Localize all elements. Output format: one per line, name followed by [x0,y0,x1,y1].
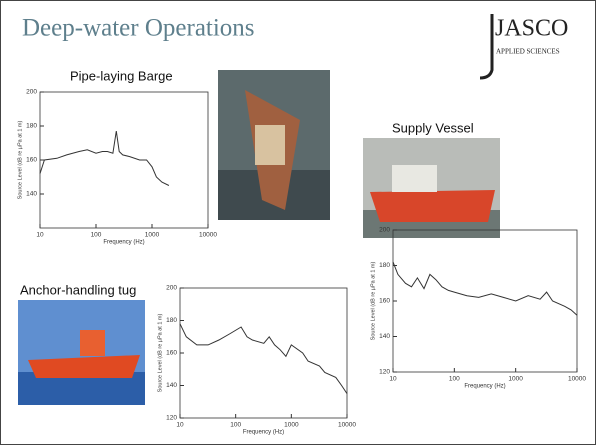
y-tick-label: 200 [166,285,177,292]
supply-photo [363,138,500,238]
x-tick-label: 100 [91,232,102,239]
x-axis-label: Frequency (Hz) [243,430,284,436]
x-tick-label: 10000 [199,232,217,239]
x-axis-label: Frequency (Hz) [464,384,505,390]
vessel-hull [370,190,495,222]
x-tick-label: 10000 [568,376,586,383]
y-tick-label: 160 [26,157,37,164]
chart-title: Anchor-handling tug [20,282,136,297]
y-tick-label: 180 [166,317,177,324]
data-line [39,131,170,186]
tug-hull [28,355,140,378]
y-tick-label: 120 [379,369,390,376]
chart-title: Supply Vessel [392,120,474,135]
y-tick-label: 120 [166,415,177,422]
y-axis-label: Source Level (dB re µPa at 1 m) [17,120,23,199]
data-line [179,323,348,394]
logo-text: JASCO [495,16,568,42]
y-tick-label: 160 [379,298,390,305]
chart-title: Pipe-laying Barge [70,68,173,83]
data-line [392,261,578,316]
x-tick-label: 10 [176,422,184,429]
x-tick-label: 10000 [338,422,356,429]
x-tick-label: 10 [389,376,397,383]
y-tick-label: 140 [379,333,390,340]
logo: JASCO APPLIED SCIENCES [479,14,568,80]
x-tick-label: 1000 [284,422,299,429]
y-tick-label: 140 [26,191,37,198]
y-tick-label: 180 [379,262,390,269]
logo-subtext: APPLIED SCIENCES [496,48,560,56]
y-axis-label: Source Level (dB re µPa at 1 m) [157,313,163,392]
y-tick-label: 140 [166,382,177,389]
tug-photo [18,300,145,405]
x-tick-label: 1000 [508,376,523,383]
x-tick-label: 100 [449,376,460,383]
y-tick-label: 200 [379,227,390,234]
x-axis-label: Frequency (Hz) [103,240,144,246]
x-tick-label: 10 [36,232,44,239]
x-tick-label: 100 [230,422,241,429]
logo-mark [479,14,494,80]
barge-deck [255,125,285,165]
vessel-bridge [392,165,437,192]
slide-title: Deep-water Operations [22,15,255,42]
y-tick-label: 160 [166,350,177,357]
y-axis-label: Source Level (dB re µPa at 1 m) [370,261,376,340]
y-tick-label: 180 [26,123,37,130]
x-tick-label: 1000 [145,232,160,239]
tug-bridge [80,330,105,356]
y-tick-label: 200 [26,89,37,96]
barge-photo [218,70,330,220]
